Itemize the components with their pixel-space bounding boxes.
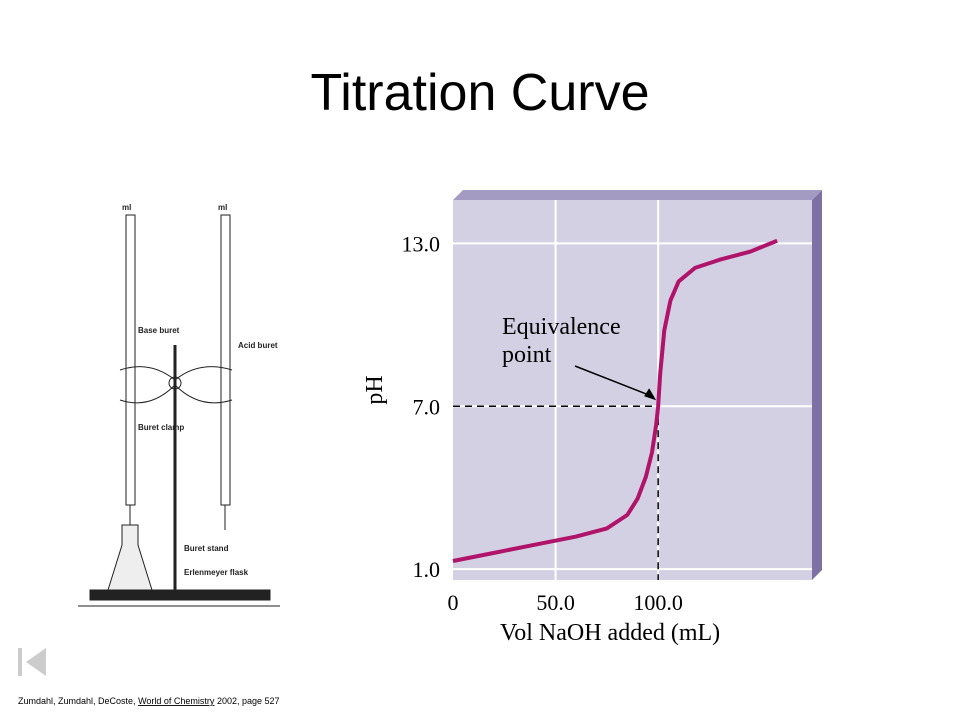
apparatus-label: Erlenmeyer flask bbox=[184, 568, 249, 577]
y-tick-label: 7.0 bbox=[413, 394, 441, 419]
citation-authors: Zumdahl, Zumdahl, DeCoste, bbox=[18, 696, 136, 706]
apparatus-label: Base buret bbox=[138, 326, 180, 335]
y-tick-label: 1.0 bbox=[413, 557, 441, 582]
citation-rest: 2002, page 527 bbox=[217, 696, 280, 706]
nav-arrow[interactable] bbox=[26, 648, 46, 676]
stand-base bbox=[89, 589, 271, 601]
plot-top bbox=[453, 190, 822, 200]
y-tick-label: 13.0 bbox=[402, 231, 441, 256]
slide-title: Titration Curve bbox=[310, 64, 649, 122]
plot-area bbox=[453, 200, 812, 580]
plot-side bbox=[812, 190, 822, 580]
acid-buret bbox=[220, 214, 231, 506]
nav-bar[interactable] bbox=[18, 648, 22, 676]
curve bbox=[452, 238, 778, 563]
apparatus-label: Acid buret bbox=[238, 341, 278, 350]
apparatus-label: Buret clamp bbox=[138, 423, 184, 432]
annotation: Equivalence bbox=[502, 314, 621, 340]
apparatus-label: ml bbox=[122, 203, 131, 212]
x-axis-label: Vol NaOH added (mL) bbox=[500, 620, 720, 646]
citation-book: World of Chemistry bbox=[138, 696, 215, 706]
clamp-screw bbox=[168, 376, 182, 390]
flask bbox=[107, 524, 153, 591]
x-tick-label: 0 bbox=[448, 590, 459, 615]
apparatus-label: Buret stand bbox=[184, 544, 229, 553]
annotation: point bbox=[502, 342, 552, 368]
annotation-arrow bbox=[574, 365, 653, 397]
x-tick-label: 100.0 bbox=[633, 590, 683, 615]
y-axis-label: pH bbox=[362, 375, 388, 404]
apparatus-label: ml bbox=[218, 203, 227, 212]
nav-icon[interactable] bbox=[18, 648, 46, 676]
apparatus: ml ml Base buret Acid buret Buret clamp … bbox=[78, 203, 280, 607]
base-buret bbox=[125, 214, 136, 506]
citation: Zumdahl, Zumdahl, DeCoste, World of Chem… bbox=[18, 696, 280, 706]
clamp bbox=[119, 366, 233, 404]
annotation-arrowhead bbox=[644, 388, 657, 401]
x-tick-label: 50.0 bbox=[536, 590, 575, 615]
